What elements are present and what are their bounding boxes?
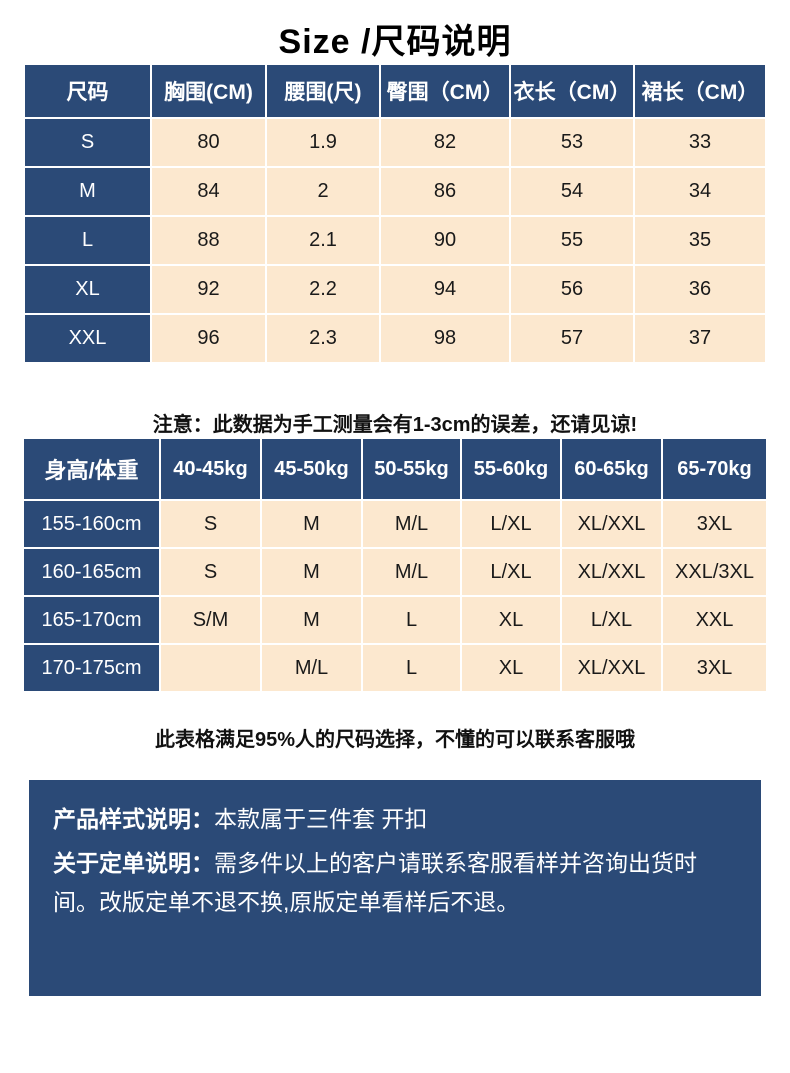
fit-cell: XL/XXL: [562, 645, 661, 691]
fit-table-row: 165-170cm S/M M L XL L/XL XXL: [24, 597, 766, 643]
size-table-row: S 80 1.9 82 53 33: [25, 119, 765, 166]
order-note-label: 关于定单说明：: [53, 849, 214, 876]
size-cell: 55: [511, 217, 633, 264]
size-table-row: XL 92 2.2 94 56 36: [25, 266, 765, 313]
fit-table-header-cell: 45-50kg: [262, 439, 361, 499]
size-cell: 2: [267, 168, 379, 215]
size-cell: 36: [635, 266, 765, 313]
product-style-text: 本款属于三件套 开扣: [214, 806, 428, 832]
product-style-label: 产品样式说明：: [53, 806, 214, 832]
size-table-header-cell: 臀围（CM）: [381, 65, 509, 117]
fit-cell: XL/XXL: [562, 501, 661, 547]
footer-box: 产品样式说明：本款属于三件套 开扣 关于定单说明：需多件以上的客户请联系客服看样…: [29, 780, 761, 996]
fit-cell: L/XL: [462, 501, 560, 547]
fit-table-row: 155-160cm S M M/L L/XL XL/XXL 3XL: [24, 501, 766, 547]
size-table: 尺码 胸围(CM) 腰围(尺) 臀围（CM） 衣长（CM） 裙长（CM） S 8…: [23, 63, 767, 364]
size-cell: 57: [511, 315, 633, 362]
size-cell: 82: [381, 119, 509, 166]
fit-cell: L/XL: [562, 597, 661, 643]
fit-table-header-row: 身高/体重 40-45kg 45-50kg 50-55kg 55-60kg 60…: [24, 439, 766, 499]
fit-row-label: 170-175cm: [24, 645, 159, 691]
footer-line-style: 产品样式说明：本款属于三件套 开扣: [53, 800, 737, 840]
fit-table-row: 170-175cm M/L L XL XL/XXL 3XL: [24, 645, 766, 691]
fit-table-header-cell: 55-60kg: [462, 439, 560, 499]
size-cell: 35: [635, 217, 765, 264]
fit-cell: 3XL: [663, 501, 766, 547]
fit-row-label: 155-160cm: [24, 501, 159, 547]
size-table-row: XXL 96 2.3 98 57 37: [25, 315, 765, 362]
fit-cell: S: [161, 549, 260, 595]
size-cell: 56: [511, 266, 633, 313]
fit-cell: L: [363, 645, 460, 691]
fit-cell: M/L: [363, 501, 460, 547]
size-cell: 98: [381, 315, 509, 362]
fit-table-row: 160-165cm S M M/L L/XL XL/XXL XXL/3XL: [24, 549, 766, 595]
size-row-label: XXL: [25, 315, 150, 362]
fit-row-label: 160-165cm: [24, 549, 159, 595]
fit-cell: XL: [462, 597, 560, 643]
fit-cell: XXL: [663, 597, 766, 643]
fit-table-header-cell: 60-65kg: [562, 439, 661, 499]
size-row-label: S: [25, 119, 150, 166]
size-row-label: L: [25, 217, 150, 264]
fit-cell: XXL/3XL: [663, 549, 766, 595]
fit-cell: XL/XXL: [562, 549, 661, 595]
size-cell: 88: [152, 217, 265, 264]
service-note: 此表格满足95%人的尺码选择，不懂的可以联系客服哦: [154, 729, 636, 751]
fit-table-header-cell: 40-45kg: [161, 439, 260, 499]
size-cell: 90: [381, 217, 509, 264]
size-row-label: XL: [25, 266, 150, 313]
fit-cell: M: [262, 501, 361, 547]
fit-cell: 3XL: [663, 645, 766, 691]
size-cell: 80: [152, 119, 265, 166]
fit-cell: S/M: [161, 597, 260, 643]
size-cell: 53: [511, 119, 633, 166]
size-cell: 1.9: [267, 119, 379, 166]
fit-cell: M/L: [262, 645, 361, 691]
size-cell: 34: [635, 168, 765, 215]
fit-table-header-cell: 65-70kg: [663, 439, 766, 499]
fit-cell: [161, 645, 260, 691]
size-table-header-cell: 衣长（CM）: [511, 65, 633, 117]
fit-table-header-cell: 50-55kg: [363, 439, 460, 499]
size-cell: 92: [152, 266, 265, 313]
size-table-header-cell: 胸围(CM): [152, 65, 265, 117]
size-cell: 84: [152, 168, 265, 215]
measurement-note: 注意：此数据为手工测量会有1-3cm的误差，还请见谅!: [152, 414, 638, 436]
page-title: Size /尺码说明: [278, 23, 512, 61]
size-cell: 94: [381, 266, 509, 313]
size-cell: 2.3: [267, 315, 379, 362]
footer-line-order: 关于定单说明：需多件以上的客户请联系客服看样并咨询出货时间。改版定单不退不换,原…: [53, 844, 737, 923]
fit-cell: M: [262, 597, 361, 643]
fit-table: 身高/体重 40-45kg 45-50kg 50-55kg 55-60kg 60…: [22, 437, 768, 693]
order-note-text: 需多件以上的客户请联系客服看样并咨询出货时间。改版定单不退不换,原版定单看样后不…: [53, 849, 697, 916]
fit-cell: S: [161, 501, 260, 547]
fit-cell: L: [363, 597, 460, 643]
size-cell: 2.1: [267, 217, 379, 264]
fit-cell: XL: [462, 645, 560, 691]
size-row-label: M: [25, 168, 150, 215]
size-table-header-cell: 尺码: [25, 65, 150, 117]
size-cell: 37: [635, 315, 765, 362]
fit-cell: M/L: [363, 549, 460, 595]
size-table-row: M 84 2 86 54 34: [25, 168, 765, 215]
fit-cell: M: [262, 549, 361, 595]
size-table-header-row: 尺码 胸围(CM) 腰围(尺) 臀围（CM） 衣长（CM） 裙长（CM）: [25, 65, 765, 117]
size-cell: 2.2: [267, 266, 379, 313]
size-table-row: L 88 2.1 90 55 35: [25, 217, 765, 264]
fit-cell: L/XL: [462, 549, 560, 595]
size-cell: 33: [635, 119, 765, 166]
size-table-header-cell: 裙长（CM）: [635, 65, 765, 117]
fit-row-label: 165-170cm: [24, 597, 159, 643]
fit-table-header-cell: 身高/体重: [24, 439, 159, 499]
size-cell: 96: [152, 315, 265, 362]
size-cell: 54: [511, 168, 633, 215]
size-cell: 86: [381, 168, 509, 215]
size-table-header-cell: 腰围(尺): [267, 65, 379, 117]
